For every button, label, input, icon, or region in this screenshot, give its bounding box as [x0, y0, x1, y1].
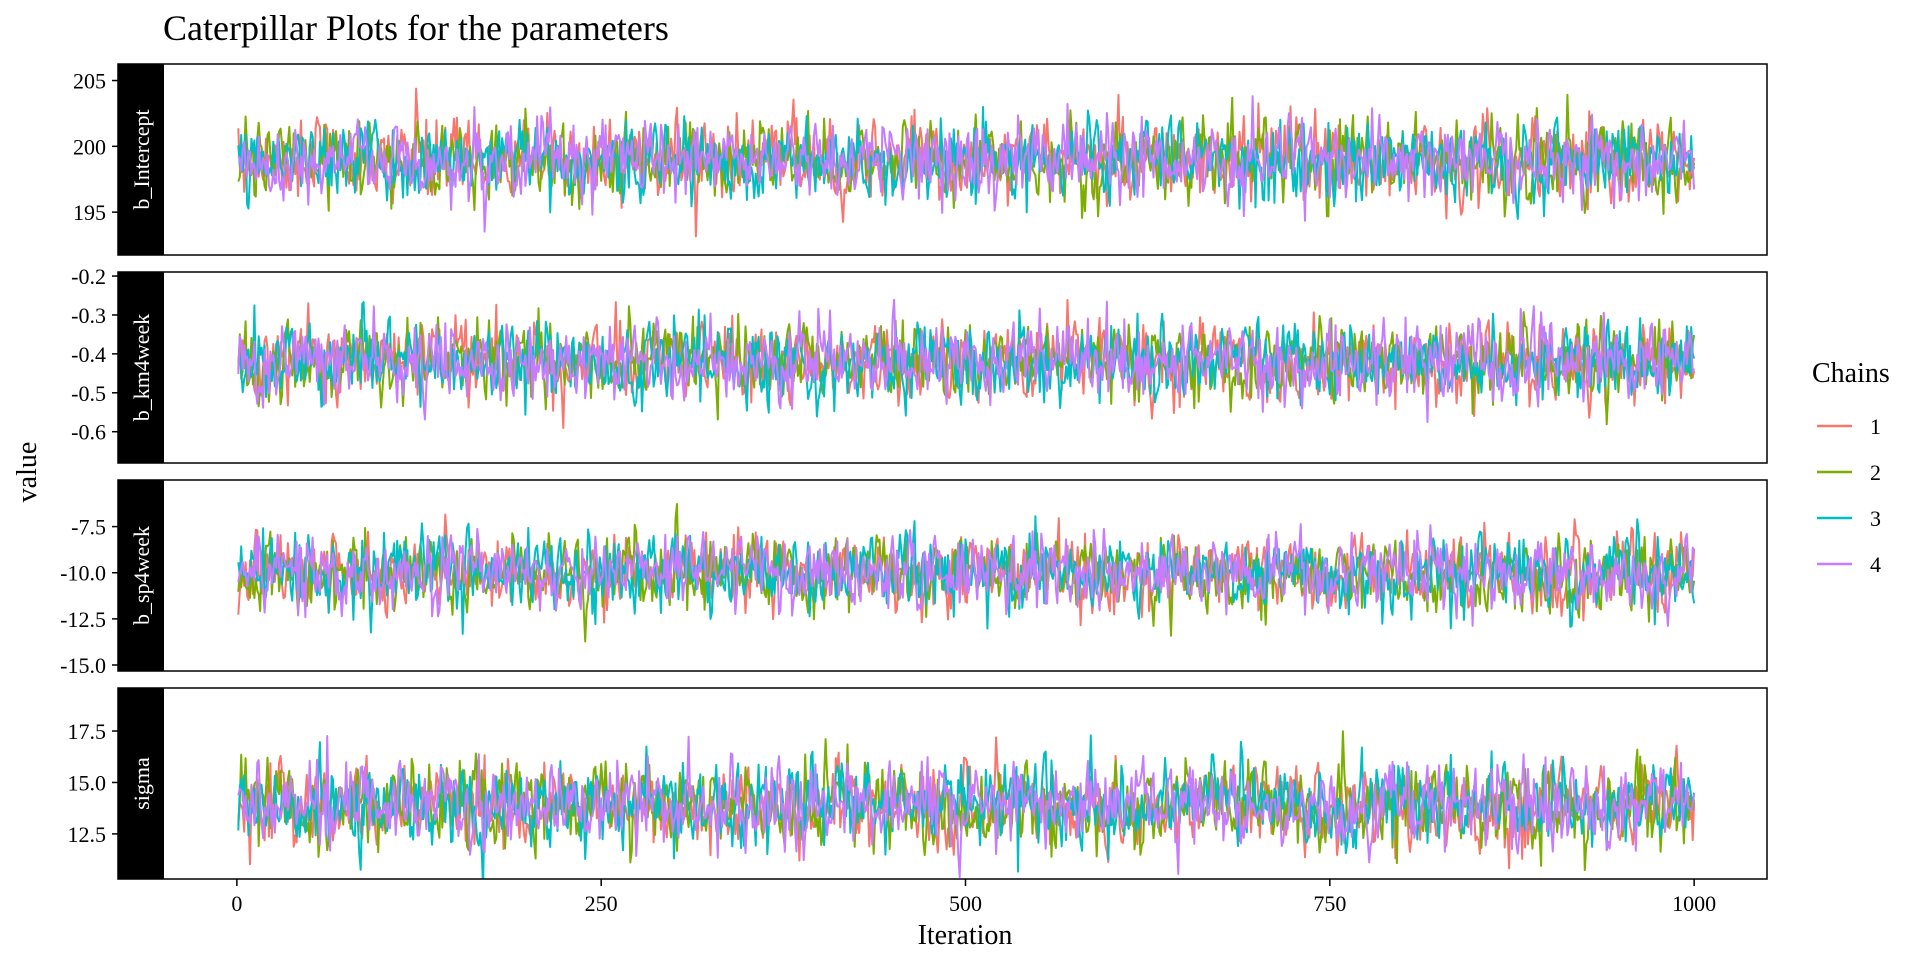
y-tick-label: 15.0 [68, 770, 107, 795]
legend-title: Chains [1812, 358, 1890, 389]
traces-b_Intercept [237, 87, 1696, 238]
y-tick-label: 12.5 [68, 822, 107, 847]
panel-b_sp4week: b_sp4week -15.0 -12.5 -10.0 -7.5 [60, 479, 1768, 678]
series-chain-4 [237, 735, 1696, 878]
y-tick-label: -0.2 [71, 264, 106, 289]
y-tick-label: -0.5 [71, 381, 106, 406]
y-tick-label: -7.5 [71, 515, 106, 540]
facet-strip [118, 688, 164, 879]
legend-item-1: 1 [1817, 414, 1881, 439]
y-tick-label: -0.3 [71, 303, 106, 328]
legend-label: 1 [1870, 414, 1881, 439]
x-axis: 0 250 500 750 1000 [231, 879, 1716, 916]
x-tick-label: 250 [585, 891, 618, 916]
legend-label: 2 [1870, 460, 1881, 485]
traces-sigma [237, 730, 1696, 879]
x-tick-label: 750 [1313, 891, 1346, 916]
y-tick-label: -12.5 [60, 607, 106, 632]
x-tick-label: 1000 [1672, 891, 1716, 916]
x-tick-label: 500 [949, 891, 982, 916]
facet-strip [118, 64, 164, 255]
legend-item-3: 3 [1817, 506, 1881, 531]
series-chain-3 [237, 734, 1696, 879]
y-tick-label: -0.6 [71, 420, 106, 445]
facet-label: b_sp4week [129, 526, 154, 625]
panel-b_Intercept: b_Intercept 195 200 205 [73, 63, 1768, 256]
y-tick-label: -15.0 [60, 653, 106, 678]
facet-strip [118, 272, 164, 463]
y-tick-label: 200 [73, 134, 106, 159]
y-tick-label: -0.4 [71, 342, 106, 367]
panel-b_km4week: b_km4week -0.6 -0.5 -0.4 -0.3 -0.2 [71, 264, 1768, 464]
panels: b_Intercept 195 200 205 b_km4week -0.6 -0.5 -0.… [60, 63, 1768, 880]
panel-sigma: sigma 12.5 15.0 17.5 [68, 687, 1768, 880]
series-chain-3 [237, 515, 1696, 635]
series-chain-4 [237, 298, 1696, 423]
traces-b_km4week [237, 298, 1696, 429]
facet-label: b_Intercept [129, 109, 154, 209]
y-tick-label: 17.5 [68, 719, 107, 744]
facet-label: sigma [129, 757, 154, 810]
y-axis-label: value [12, 442, 43, 503]
y-tick-label: 205 [73, 69, 106, 94]
x-axis-label: Iteration [918, 920, 1013, 951]
legend-label: 4 [1870, 552, 1881, 577]
legend-item-4: 4 [1817, 552, 1881, 577]
traces-b_sp4week [237, 503, 1696, 643]
y-tick-label: -10.0 [60, 561, 106, 586]
y-tick-label: 195 [73, 200, 106, 225]
legend-item-2: 2 [1817, 460, 1881, 485]
facet-label: b_km4week [129, 314, 154, 422]
chart-title: Caterpillar Plots for the parameters [163, 8, 669, 48]
legend-label: 3 [1870, 506, 1881, 531]
legend: Chains 1 2 3 4 [1812, 358, 1890, 577]
series-chain-4 [237, 95, 1696, 233]
facet-strip [118, 480, 164, 671]
series-chain-4 [237, 523, 1696, 627]
x-tick-label: 0 [231, 891, 242, 916]
